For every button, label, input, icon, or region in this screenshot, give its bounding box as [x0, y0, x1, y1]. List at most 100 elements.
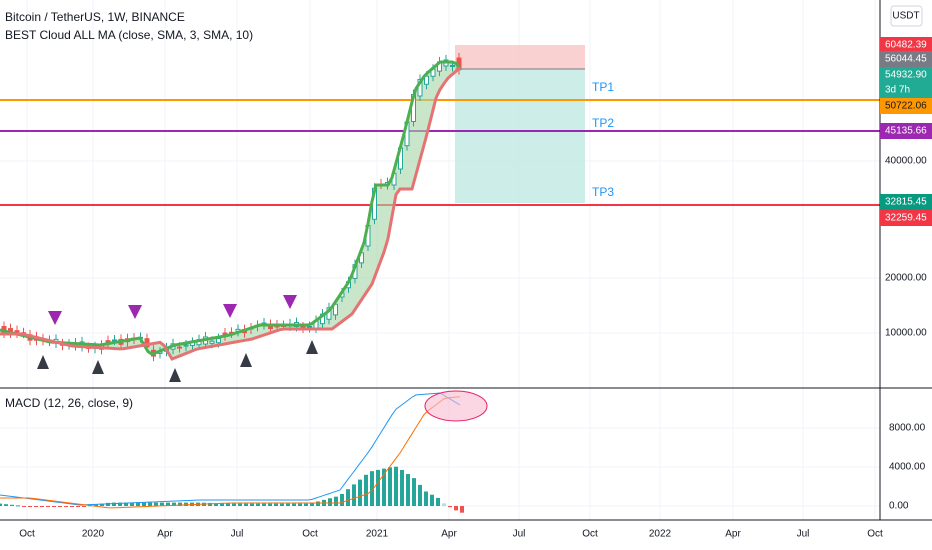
macd-histogram — [0, 503, 2, 506]
buy-marker — [240, 353, 252, 367]
candle — [307, 326, 312, 328]
candle — [216, 338, 221, 344]
price-label: 20000.00 — [885, 273, 927, 284]
macd-histogram — [148, 502, 152, 506]
candle — [450, 65, 455, 67]
sell-marker — [283, 295, 297, 309]
macd-line — [0, 392, 461, 506]
macd-histogram — [376, 469, 380, 506]
target-zone — [455, 69, 585, 203]
fast-ma — [0, 60, 462, 356]
buy-marker — [37, 355, 49, 369]
target-label: TP1 — [592, 80, 614, 94]
macd-histogram — [34, 506, 38, 507]
macd-histogram — [4, 504, 8, 506]
stop-zone — [455, 45, 585, 69]
currency-label[interactable]: USDT — [892, 11, 919, 22]
macd-histogram — [52, 506, 56, 507]
macd-histogram — [214, 503, 218, 506]
macd-histogram — [64, 506, 68, 507]
macd-histogram — [268, 503, 272, 506]
time-label: Apr — [441, 529, 457, 540]
macd-histogram — [460, 506, 464, 513]
macd-histogram — [364, 474, 368, 506]
macd-histogram — [22, 506, 26, 507]
target-label: TP3 — [592, 185, 614, 199]
macd-histogram — [448, 506, 452, 508]
macd-histogram — [118, 502, 122, 506]
macd-axis-label: 8000.00 — [889, 423, 926, 434]
symbol-title: Bitcoin / TetherUS, 1W, BINANCE — [5, 10, 185, 24]
macd-histogram — [262, 503, 266, 506]
macd-histogram — [244, 503, 248, 506]
price-label: 50722.06 — [885, 101, 927, 112]
macd-histogram — [106, 502, 110, 506]
macd-histogram — [100, 503, 104, 506]
price-label: 54932.90 — [885, 70, 927, 81]
macd-histogram — [124, 502, 128, 506]
macd-histogram — [304, 503, 308, 506]
macd-histogram — [316, 501, 320, 506]
macd-histogram — [274, 503, 278, 506]
macd-histogram — [328, 498, 332, 506]
macd-histogram — [220, 503, 224, 506]
macd-histogram — [340, 494, 344, 506]
macd-histogram — [406, 474, 410, 506]
macd-histogram — [430, 494, 434, 506]
price-label-bg — [880, 194, 932, 210]
time-label: 2021 — [366, 529, 389, 540]
macd-histogram — [358, 479, 362, 506]
macd-histogram — [208, 502, 212, 506]
macd-histogram — [310, 503, 314, 506]
countdown: 3d 7h — [885, 85, 910, 96]
time-label: Oct — [302, 529, 318, 540]
candle — [424, 75, 429, 85]
price-label-bg — [880, 67, 932, 83]
macd-histogram — [442, 503, 446, 506]
macd-histogram — [232, 503, 236, 506]
macd-histogram — [250, 503, 254, 506]
price-label-bg — [880, 51, 932, 67]
macd-histogram — [400, 469, 404, 506]
macd-histogram — [418, 484, 422, 506]
price-label-bg — [880, 210, 932, 226]
macd-histogram — [130, 502, 134, 506]
macd-histogram — [46, 506, 50, 507]
macd-histogram — [136, 502, 140, 506]
macd-histogram — [370, 471, 374, 506]
macd-histogram — [352, 484, 356, 506]
time-label: 2022 — [649, 529, 672, 540]
grid — [0, 0, 880, 520]
buy-marker — [169, 368, 181, 382]
macd-histogram — [412, 478, 416, 506]
macd-histogram — [346, 489, 350, 506]
indicator-title: BEST Cloud ALL MA (close, SMA, 3, SMA, 1… — [5, 28, 253, 42]
price-label: 56044.45 — [885, 54, 927, 65]
macd-histogram — [154, 502, 158, 506]
price-label: 32815.45 — [885, 197, 927, 208]
macd-axis-label: 0.00 — [889, 501, 909, 512]
time-label: Apr — [725, 529, 741, 540]
slow-ma — [0, 66, 461, 361]
candle — [183, 344, 189, 347]
macd-histogram — [436, 497, 440, 506]
macd-axis-label: 4000.00 — [889, 462, 926, 473]
macd-histogram — [382, 468, 386, 506]
time-label: Jul — [797, 529, 810, 540]
currency-button[interactable] — [890, 5, 923, 27]
plot — [0, 53, 464, 513]
signal-line — [0, 396, 461, 509]
macd-histogram — [334, 496, 338, 506]
macd-histogram — [388, 467, 392, 506]
macd-histogram — [160, 502, 164, 506]
macd-title: MACD (12, 26, close, 9) — [5, 396, 133, 410]
price-label: 45135.66 — [885, 126, 927, 137]
macd-histogram — [112, 502, 116, 506]
time-label: 2020 — [82, 529, 105, 540]
time-label: Oct — [19, 529, 35, 540]
macd-histogram — [298, 503, 302, 506]
macd-histogram — [172, 502, 176, 506]
sell-marker — [223, 304, 237, 318]
price-label-bg — [880, 123, 932, 139]
